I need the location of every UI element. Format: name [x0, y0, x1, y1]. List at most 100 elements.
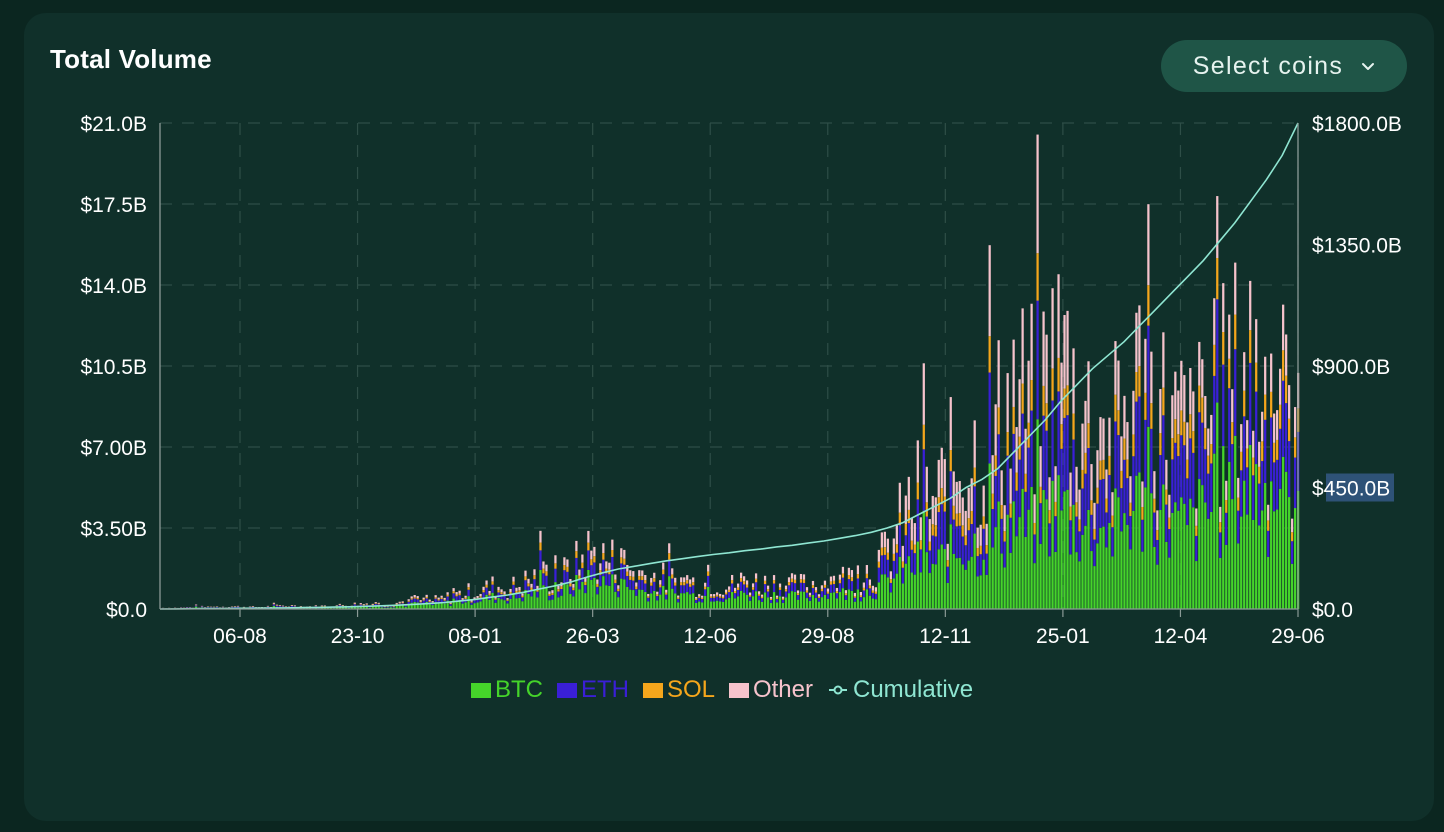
bar-segment-btc: [578, 589, 581, 609]
bar-segment-eth: [293, 606, 297, 608]
bar-segment-sol: [811, 585, 815, 588]
bar-segment-sol: [527, 583, 530, 587]
bar-segment-eth: [482, 592, 485, 598]
bar-segment-other: [1081, 423, 1084, 470]
bar-segment-other: [1144, 338, 1147, 393]
bar-segment-sol: [925, 502, 928, 517]
bar-segment-eth: [1048, 523, 1051, 557]
bar-segment-sol: [1153, 498, 1156, 513]
bar-segment-eth: [650, 585, 653, 594]
bar-segment-other: [1087, 361, 1090, 424]
bar-segment-sol: [437, 599, 440, 601]
bar-segment-other: [587, 530, 590, 543]
bar-segment-eth: [1102, 478, 1105, 527]
bar-segment-eth: [479, 597, 482, 602]
bar-segment-eth: [1189, 438, 1192, 499]
bar-segment-sol: [781, 598, 785, 600]
bar-segment-eth: [527, 586, 530, 594]
bar-segment-eth: [692, 585, 695, 594]
bar-segment-btc: [856, 589, 860, 609]
bar-segment-other: [1267, 504, 1270, 521]
bar-segment-other: [868, 579, 872, 586]
bar-segment-sol: [985, 545, 988, 554]
bar-segment-other: [374, 602, 377, 604]
bar-segment-other: [1054, 466, 1057, 502]
bar-segment-eth: [892, 560, 895, 579]
bar-segment-sol: [1099, 460, 1102, 480]
legend-item-cumulative[interactable]: Cumulative: [827, 676, 973, 704]
bar-segment-sol: [1027, 422, 1030, 448]
bar-segment-eth: [707, 575, 710, 587]
legend-item-btc[interactable]: BTC: [470, 676, 543, 704]
select-coins-button[interactable]: Select coins: [1161, 40, 1407, 92]
legend-item-other[interactable]: Other: [728, 676, 813, 704]
bar-segment-eth: [560, 589, 563, 596]
legend-item-eth[interactable]: ETH: [556, 676, 629, 704]
bar-segment-other: [278, 605, 282, 606]
bar-segment-other: [692, 577, 695, 583]
bar-segment-btc: [1207, 518, 1210, 609]
bar-segment-sol: [1222, 332, 1225, 365]
bar-segment-sol: [728, 589, 731, 593]
bar-segment-sol: [949, 450, 952, 472]
bar-segment-other: [401, 601, 404, 603]
bar-segment-other: [641, 570, 644, 577]
bar-segment-sol: [1123, 438, 1126, 460]
legend-item-sol[interactable]: SOL: [642, 676, 715, 704]
bar-segment-btc: [452, 598, 455, 609]
bar-segment-sol: [898, 512, 901, 526]
bar-segment-btc: [671, 588, 674, 609]
bar-segment-other: [425, 594, 428, 597]
bar-segment-other: [707, 564, 710, 572]
bar-segment-eth: [1123, 459, 1126, 514]
bar-segment-sol: [1084, 452, 1087, 474]
bar-segment-eth: [434, 598, 437, 603]
bar-segment-btc: [868, 595, 872, 609]
bar-segment-sol: [877, 561, 880, 568]
bar-segment-other: [871, 585, 874, 591]
bar-segment-eth: [1132, 456, 1135, 511]
bar-segment-sol: [895, 544, 898, 553]
bar-segment-eth: [886, 559, 889, 578]
bar-segment-btc: [1102, 526, 1105, 609]
bar-segment-btc: [419, 604, 422, 609]
bar-segment-btc: [982, 559, 985, 609]
bar-segment-eth: [1135, 401, 1138, 476]
bar-segment-eth: [626, 575, 629, 587]
bar-segment-eth: [641, 580, 644, 590]
bar-segment-other: [1168, 494, 1171, 518]
bar-segment-btc: [596, 594, 599, 609]
bar-segment-eth: [665, 594, 668, 600]
bar-segment-eth: [590, 565, 593, 580]
bar-segment-other: [1171, 395, 1174, 439]
bar-segment-eth: [671, 578, 674, 589]
bar-segment-sol: [1081, 469, 1084, 489]
bar-segment-sol: [850, 577, 854, 582]
bar-segment-btc: [1060, 510, 1063, 609]
bar-segment-eth: [1156, 539, 1159, 565]
bar-segment-btc: [485, 594, 488, 609]
bar-segment-sol: [772, 580, 776, 584]
bar-segment-eth: [1042, 415, 1045, 491]
bar-segment-eth: [871, 592, 874, 599]
bar-segment-sol: [967, 518, 970, 531]
bar-segment-eth: [1051, 400, 1054, 481]
bar-segment-other: [353, 602, 356, 604]
bar-segment-btc: [542, 585, 545, 609]
bar-segment-eth: [731, 583, 734, 592]
bar-segment-sol: [805, 590, 809, 593]
bar-segment-btc: [964, 569, 967, 609]
bar-segment-other: [563, 557, 566, 566]
bar-segment-eth: [775, 599, 779, 603]
bar-segment-btc: [473, 603, 476, 609]
bar-segment-eth: [1267, 530, 1270, 557]
bar-segment-sol: [1186, 459, 1189, 479]
bar-segment-eth: [539, 550, 542, 570]
bar-segment-sol: [1003, 531, 1006, 542]
bar-segment-eth: [1045, 430, 1048, 500]
bar-segment-sol: [844, 593, 848, 596]
bar-segment-eth: [521, 597, 524, 602]
bar-segment-other: [632, 571, 635, 577]
bar-segment-other: [320, 605, 323, 607]
